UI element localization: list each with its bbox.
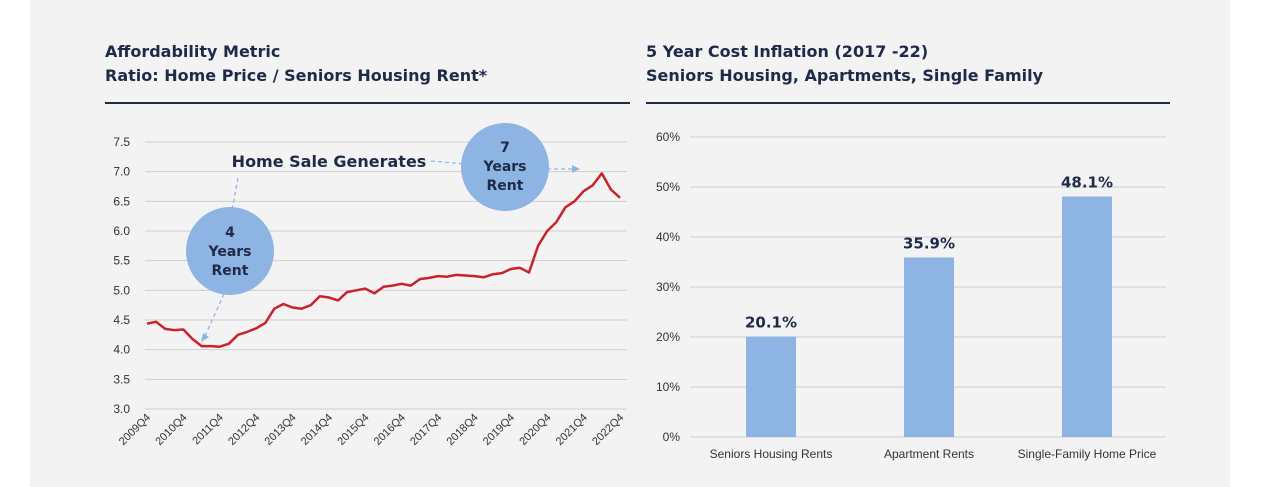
bubble-4-years-rent (186, 207, 274, 295)
left-x-tick-label: 2009Q4 (117, 412, 153, 448)
bubble-7-years-rent-text: Rent (487, 178, 524, 194)
right-y-tick-label: 30% (656, 280, 680, 294)
right-y-tick-label: 10% (656, 380, 680, 394)
right-chart-title: 5 Year Cost Inflation (2017 -22) Seniors… (646, 40, 1043, 88)
left-y-tick-label: 4.0 (113, 343, 130, 357)
left-y-tick-label: 5.5 (113, 254, 130, 268)
left-chart-title-line2: Ratio: Home Price / Seniors Housing Rent… (105, 66, 488, 85)
right-y-tick-label: 60% (656, 130, 680, 144)
left-x-tick-label: 2020Q4 (517, 412, 553, 448)
left-x-tick-label: 2016Q4 (372, 412, 408, 448)
left-y-tick-label: 3.5 (113, 372, 130, 386)
left-y-tick-label: 7.0 (113, 165, 130, 179)
left-x-tick-label: 2017Q4 (408, 412, 444, 448)
annotation-connector-low-down (204, 293, 225, 337)
left-x-tick-label: 2014Q4 (299, 412, 335, 448)
bubble-7-years-rent-text: 7 (500, 140, 510, 156)
bar-category-label: Single-Family Home Price (1018, 447, 1157, 461)
bar-value-label: 35.9% (903, 235, 955, 253)
bubble-7-years-rent-text: Years (482, 159, 526, 175)
left-x-tick-label: 2015Q4 (335, 412, 371, 448)
right-title-divider (646, 102, 1170, 104)
left-x-tick-label: 2018Q4 (445, 412, 481, 448)
bubble-4-years-rent-text: Rent (212, 263, 249, 279)
left-title-divider (105, 102, 630, 104)
left-y-tick-label: 6.0 (113, 224, 130, 238)
bar-category-label: Seniors Housing Rents (710, 447, 833, 461)
left-x-tick-label: 2011Q4 (190, 412, 226, 448)
right-y-tick-label: 20% (656, 330, 680, 344)
affordability-line (146, 172, 621, 348)
annotation-home-sale-generates: Home Sale Generates (232, 152, 427, 171)
right-y-tick-label: 0% (663, 430, 681, 444)
left-chart-title-line1: Affordability Metric (105, 42, 281, 61)
left-x-tick-label: 2012Q4 (226, 412, 262, 448)
bubble-7-years-rent (461, 123, 549, 211)
bar-3 (1062, 196, 1112, 437)
bar-value-label: 48.1% (1061, 174, 1113, 192)
right-chart-title-line1: 5 Year Cost Inflation (2017 -22) (646, 42, 929, 61)
bar-1 (746, 336, 796, 437)
annotation-connector-low-up (231, 177, 239, 211)
left-x-tick-label: 2022Q4 (590, 412, 626, 448)
left-y-tick-label: 7.5 (113, 135, 130, 149)
left-y-tick-label: 4.5 (113, 313, 130, 327)
left-x-tick-label: 2021Q4 (554, 412, 590, 448)
arrowhead-high (572, 165, 580, 173)
bar-value-label: 20.1% (745, 314, 797, 332)
arrowhead-low (201, 333, 209, 342)
annotation-connector-high-left (430, 160, 467, 165)
left-x-tick-label: 2019Q4 (481, 412, 517, 448)
right-y-tick-label: 50% (656, 180, 680, 194)
bar-2 (904, 257, 954, 437)
left-y-tick-label: 3.0 (113, 402, 130, 416)
left-y-tick-label: 5.0 (113, 283, 130, 297)
left-chart-title: Affordability Metric Ratio: Home Price /… (105, 40, 487, 88)
bubble-4-years-rent-text: Years (207, 244, 251, 260)
right-y-tick-label: 40% (656, 230, 680, 244)
left-x-tick-label: 2013Q4 (263, 412, 299, 448)
left-x-tick-label: 2010Q4 (153, 412, 189, 448)
right-chart-title-line2: Seniors Housing, Apartments, Single Fami… (646, 66, 1044, 85)
bubble-4-years-rent-text: 4 (225, 225, 235, 241)
bar-category-label: Apartment Rents (884, 447, 974, 461)
left-y-tick-label: 6.5 (113, 194, 130, 208)
